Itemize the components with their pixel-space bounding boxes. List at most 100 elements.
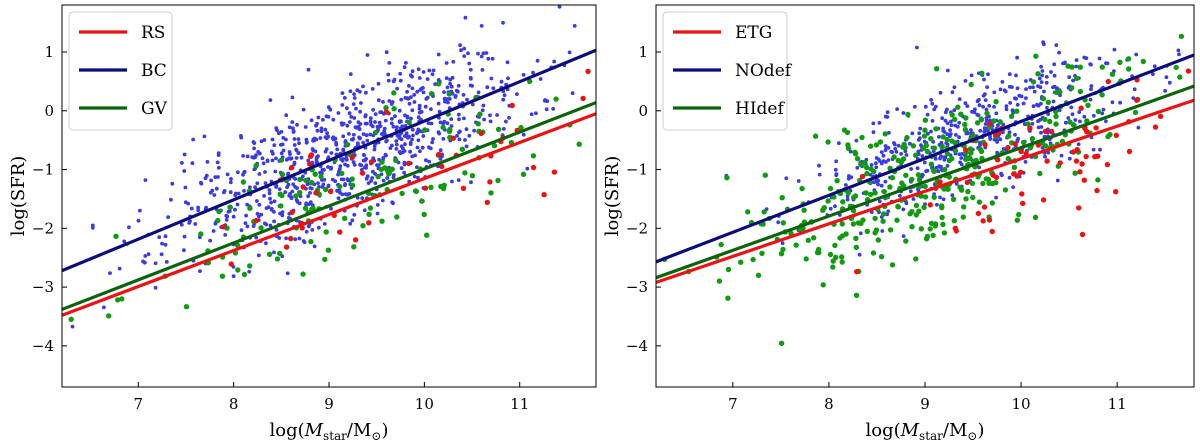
y-tick-label: −3: [32, 278, 54, 296]
data-point-hidef: [945, 186, 951, 192]
data-point-bc: [410, 86, 415, 91]
data-point-gv: [428, 91, 435, 97]
data-point-bc: [538, 77, 543, 81]
data-point-nodef: [796, 179, 801, 183]
data-point-nodef: [1041, 42, 1046, 47]
data-point-gv: [491, 143, 498, 149]
data-point-bc: [182, 152, 187, 157]
data-point-nodef: [940, 116, 945, 121]
y-tick-label: −1: [626, 161, 648, 179]
data-point-nodef: [1016, 136, 1020, 141]
data-point-etg: [1079, 231, 1086, 238]
data-point-hidef: [967, 146, 974, 152]
data-point-bc: [252, 146, 256, 151]
data-point-bc: [297, 141, 301, 146]
data-point-nodef: [915, 45, 919, 50]
data-point-nodef: [923, 104, 928, 109]
data-point-nodef: [854, 138, 859, 143]
data-point-bc: [375, 211, 380, 216]
data-point-bc: [484, 51, 489, 55]
data-point-bc: [416, 138, 421, 143]
data-point-nodef: [776, 220, 781, 225]
data-point-bc: [431, 68, 436, 73]
data-point-nodef: [1059, 153, 1064, 158]
data-point-bc: [529, 112, 534, 117]
data-point-nodef: [1055, 178, 1060, 183]
data-point-bc: [368, 119, 373, 124]
data-point-nodef: [890, 150, 894, 155]
data-point-nodef: [1088, 97, 1093, 102]
data-point-etg: [981, 204, 988, 210]
data-point-nodef: [1082, 114, 1087, 119]
data-point-hidef: [1173, 64, 1179, 71]
data-point-gv: [240, 179, 247, 185]
data-point-nodef: [950, 193, 955, 198]
data-point-bc: [421, 90, 426, 95]
data-point-bc: [277, 131, 281, 136]
data-point-etg: [1152, 124, 1159, 130]
data-point-nodef: [1063, 120, 1068, 125]
data-point-bc: [375, 163, 379, 168]
data-point-gv: [406, 119, 412, 126]
data-point-bc: [376, 98, 381, 103]
data-point-bc: [358, 109, 362, 114]
data-point-etg: [1076, 205, 1082, 211]
data-point-rs: [313, 190, 319, 196]
data-point-hidef: [725, 295, 731, 301]
data-point-nodef: [1036, 119, 1040, 124]
data-point-hidef: [793, 242, 799, 248]
data-point-hidef: [875, 237, 881, 243]
data-point-bc: [225, 172, 230, 177]
data-point-bc: [352, 212, 357, 217]
data-point-hidef: [755, 272, 762, 278]
data-point-hidef: [805, 237, 811, 243]
data-point-rs: [460, 185, 467, 191]
data-point-nodef: [784, 176, 789, 181]
data-point-bc: [407, 84, 411, 88]
data-point-bc: [274, 156, 278, 161]
data-point-hidef: [864, 228, 870, 234]
data-point-bc: [403, 142, 407, 147]
data-point-bc: [318, 136, 323, 140]
data-point-hidef: [922, 117, 929, 123]
data-point-etg: [1079, 161, 1085, 167]
data-point-gv: [495, 126, 502, 132]
data-point-nodef: [973, 107, 977, 112]
data-point-bc: [462, 116, 466, 121]
data-point-hidef: [944, 151, 951, 157]
data-point-hidef: [921, 204, 927, 211]
data-point-nodef: [981, 104, 985, 109]
data-point-bc: [486, 56, 491, 61]
data-point-bc: [375, 203, 380, 207]
data-point-gv: [344, 141, 351, 148]
data-point-etg: [1113, 132, 1120, 138]
data-point-bc: [216, 165, 221, 170]
data-point-hidef: [970, 194, 976, 201]
data-point-gv: [389, 166, 395, 172]
data-point-nodef: [988, 137, 993, 141]
data-point-bc: [269, 200, 273, 205]
data-point-etg: [1035, 142, 1042, 148]
data-point-nodef: [955, 124, 960, 129]
data-point-bc: [261, 161, 266, 166]
data-point-bc: [245, 154, 250, 159]
data-point-nodef: [1066, 116, 1071, 120]
data-point-gv: [378, 166, 384, 173]
data-point-bc: [449, 124, 454, 128]
data-point-bc: [415, 89, 420, 94]
data-point-bc: [316, 225, 321, 230]
data-point-rs: [478, 130, 484, 136]
data-point-bc: [395, 125, 399, 130]
data-point-bc: [376, 81, 381, 86]
data-point-gv: [235, 267, 241, 273]
left-panel: 7 8 9 10 11 −4 −3 −2 −1 0 1 log(Mstar/M⊙) log(SFR) RS…: [8, 4, 597, 442]
data-point-hidef: [984, 110, 990, 117]
data-point-bc: [501, 126, 506, 131]
data-point-bc: [400, 124, 405, 129]
data-point-bc: [308, 191, 312, 195]
data-point-hidef: [780, 220, 786, 226]
data-point-nodef: [845, 197, 850, 202]
data-point-nodef: [986, 72, 990, 77]
data-point-bc: [348, 89, 353, 94]
data-point-hidef: [1035, 71, 1041, 77]
